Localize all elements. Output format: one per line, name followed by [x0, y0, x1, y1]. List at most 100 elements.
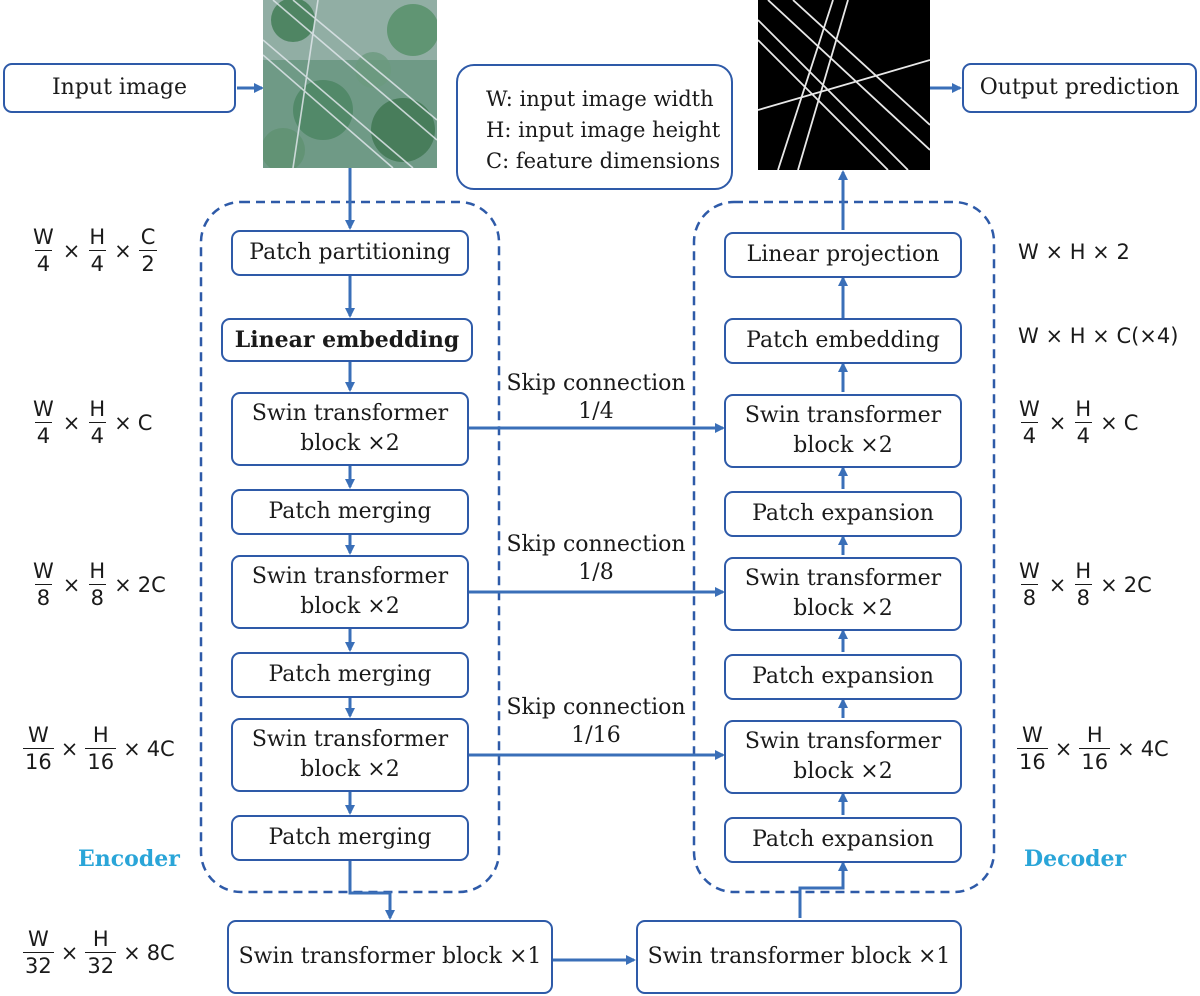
times-sign: ×	[1054, 736, 1073, 761]
left-dim-5-c: 8C	[146, 940, 175, 965]
right-dim-5-h-num: H	[1086, 723, 1103, 747]
right-dim-2: W × H × C(×4)	[1018, 324, 1179, 348]
times-sign: ×	[1048, 572, 1067, 597]
decoder-label: Decoder	[1024, 846, 1127, 872]
left-dim-5-w-num: W	[27, 927, 49, 951]
times-sign: ×	[60, 940, 79, 965]
skip-label-1: Skip connection 1/4	[476, 370, 716, 426]
linear-embedding-block: Linear embedding	[221, 318, 473, 362]
left-dim-5: W 32 × H 32 × 8C	[22, 926, 175, 979]
right-dim-4-h-den: 8	[1074, 584, 1092, 610]
skip-ratio-3: 1/16	[571, 723, 621, 748]
times-sign: ×	[123, 736, 141, 761]
left-dim-2-w-den: 4	[34, 422, 53, 448]
decoder-swin-block-3: Swin transformer block ×2	[724, 720, 962, 794]
left-dim-4-w-den: 16	[23, 748, 54, 774]
times-sign: ×	[114, 238, 132, 263]
right-dim-3-w-den: 4	[1020, 422, 1039, 448]
skip-title-1: Skip connection	[506, 371, 686, 396]
left-dim-3-c: 2C	[137, 572, 166, 597]
patch-merging-block-2: Patch merging	[231, 652, 469, 698]
times-sign: ×	[62, 238, 81, 263]
output-prediction-image	[758, 0, 930, 170]
skip-ratio-2: 1/8	[578, 560, 614, 585]
skip-ratio-1: 1/4	[578, 399, 614, 424]
right-dim-3-w-num: W	[1019, 397, 1040, 421]
input-image-label: Input image	[3, 63, 236, 113]
left-dim-2-c: C	[137, 410, 153, 435]
left-dim-1-w-num: W	[33, 225, 54, 249]
arrow-encoder-to-bottleneck	[348, 861, 395, 920]
skip-label-2: Skip connection 1/8	[476, 531, 716, 587]
patch-partitioning-block: Patch partitioning	[231, 230, 469, 276]
right-dim-3-c: C	[1123, 410, 1139, 435]
times-sign: ×	[123, 940, 141, 965]
symbol-legend: W: input image width H: input image heig…	[456, 64, 733, 190]
input-satellite-image	[263, 0, 437, 168]
times-sign: ×	[114, 572, 132, 597]
right-dim-5-h-den: 16	[1079, 748, 1111, 774]
left-dim-3-w-den: 8	[34, 584, 53, 610]
left-dim-2-h-num: H	[89, 397, 106, 421]
skip-title-2: Skip connection	[506, 532, 686, 557]
times-sign: ×	[60, 736, 79, 761]
right-dim-1: W × H × 2	[1018, 240, 1130, 264]
encoder-swin-block-2: Swin transformer block ×2	[231, 555, 469, 629]
output-prediction-label: Output prediction	[962, 63, 1197, 113]
right-dim-4-h-num: H	[1075, 559, 1092, 583]
encoder-swin-block-3: Swin transformer block ×2	[231, 718, 469, 792]
right-dim-4-c: 2C	[1123, 572, 1152, 597]
patch-expansion-block-2: Patch expansion	[724, 654, 962, 700]
right-dim-4-w-den: 8	[1020, 584, 1039, 610]
left-dim-4-w-num: W	[27, 723, 49, 747]
times-sign: ×	[62, 410, 81, 435]
left-dim-3-h-den: 8	[88, 584, 106, 610]
left-dim-5-h-num: H	[92, 927, 109, 951]
patch-expansion-block-3: Patch expansion	[724, 817, 962, 863]
times-sign: ×	[1100, 410, 1118, 435]
skip-label-3: Skip connection 1/16	[476, 694, 716, 750]
left-dim-4-c: 4C	[146, 736, 175, 761]
left-dim-5-w-den: 32	[23, 952, 54, 978]
times-sign: ×	[114, 410, 132, 435]
legend-channels: C: feature dimensions	[486, 149, 721, 173]
times-sign: ×	[1100, 572, 1118, 597]
right-dim-3-h-den: 4	[1074, 422, 1092, 448]
encoder-swin-block-1: Swin transformer block ×2	[231, 392, 469, 466]
patch-merging-block-3: Patch merging	[231, 815, 469, 861]
bottleneck-swin-block-left: Swin transformer block ×1	[227, 920, 553, 994]
arrow-bottleneck-to-decoder	[798, 861, 848, 918]
right-dim-5-c: 4C	[1140, 736, 1169, 761]
encoder-label: Encoder	[78, 846, 180, 872]
linear-projection-block: Linear projection	[724, 232, 962, 278]
times-sign: ×	[1048, 410, 1067, 435]
decoder-swin-block-1: Swin transformer block ×2	[724, 394, 962, 468]
skip-title-3: Skip connection	[506, 695, 686, 720]
right-dim-5: W 16 × H 16 × 4C	[1016, 722, 1169, 775]
patch-embedding-block: Patch embedding	[724, 318, 962, 364]
left-dim-1-h-num: H	[89, 225, 106, 249]
patch-merging-block-1: Patch merging	[231, 489, 469, 535]
left-dim-4-h-den: 16	[85, 748, 117, 774]
left-dim-5-h-den: 32	[85, 952, 117, 978]
left-dim-3-h-num: H	[89, 559, 106, 583]
times-sign: ×	[1117, 736, 1135, 761]
left-dim-2-w-num: W	[33, 397, 54, 421]
left-dim-1-c-num: C	[140, 225, 156, 249]
left-dim-3-w-num: W	[33, 559, 54, 583]
legend-width: W: input image width	[486, 87, 714, 111]
left-dim-1-w-den: 4	[34, 250, 53, 276]
times-sign: ×	[62, 572, 81, 597]
bottleneck-swin-block-right: Swin transformer block ×1	[636, 920, 962, 994]
left-dim-4-h-num: H	[92, 723, 109, 747]
patch-expansion-block-1: Patch expansion	[724, 491, 962, 537]
right-dim-3-h-num: H	[1075, 397, 1092, 421]
left-dim-4: W 16 × H 16 × 4C	[22, 722, 175, 775]
right-dim-5-w-num: W	[1021, 723, 1043, 747]
